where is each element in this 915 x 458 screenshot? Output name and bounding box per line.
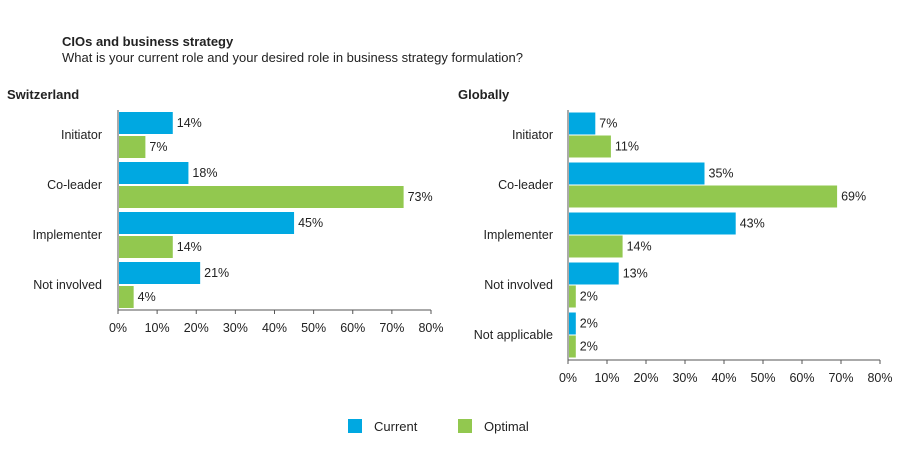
x-tick-label: 30%	[672, 371, 697, 385]
data-label: 2%	[580, 340, 598, 354]
bar-current	[569, 212, 736, 235]
x-tick-label: 20%	[184, 321, 209, 335]
data-label: 4%	[138, 290, 156, 304]
data-label: 45%	[298, 216, 323, 230]
x-tick-label: 10%	[594, 371, 619, 385]
data-label: 14%	[627, 240, 652, 254]
bar-current	[569, 262, 619, 285]
legend-label-optimal: Optimal	[484, 419, 529, 434]
x-tick-label: 70%	[379, 321, 404, 335]
data-label: 35%	[709, 167, 734, 181]
bar-current	[119, 212, 295, 234]
bar-current	[569, 162, 705, 185]
bar-current	[119, 162, 189, 184]
data-label: 2%	[580, 290, 598, 304]
x-tick-label: 80%	[418, 321, 443, 335]
x-tick-label: 70%	[828, 371, 853, 385]
category-label: Initiator	[61, 128, 102, 142]
data-label: 43%	[740, 217, 765, 231]
x-tick-label: 30%	[223, 321, 248, 335]
panel-title: Globally	[458, 87, 510, 102]
bar-current	[119, 112, 173, 134]
data-label: 73%	[408, 190, 433, 204]
category-label: Not involved	[484, 278, 553, 292]
bar-current	[569, 312, 576, 335]
category-label: Implementer	[484, 228, 553, 242]
x-tick-label: 80%	[867, 371, 892, 385]
category-label: Not involved	[33, 278, 102, 292]
x-tick-label: 20%	[633, 371, 658, 385]
chart-subtitle: What is your current role and your desir…	[62, 50, 523, 65]
data-label: 14%	[177, 116, 202, 130]
x-tick-label: 40%	[711, 371, 736, 385]
x-tick-label: 40%	[262, 321, 287, 335]
x-tick-label: 60%	[789, 371, 814, 385]
x-tick-label: 60%	[340, 321, 365, 335]
panel-globally: Globally 0% 10% 20% 30% 40% 50% 60% 70% 80% Initia…	[458, 87, 893, 385]
bar-optimal	[569, 285, 576, 308]
x-tick-label: 50%	[301, 321, 326, 335]
category-label: Not applicable	[474, 328, 553, 342]
bar-optimal	[569, 335, 576, 358]
bar-optimal	[569, 185, 838, 208]
chart-title: CIOs and business strategy	[62, 34, 234, 49]
legend: Current Optimal	[348, 419, 529, 434]
data-label: 2%	[580, 317, 598, 331]
panel-title: Switzerland	[7, 87, 79, 102]
bar-optimal	[119, 136, 146, 158]
bar-optimal	[119, 286, 134, 308]
bar-current	[569, 112, 596, 135]
data-label: 18%	[192, 166, 217, 180]
legend-label-current: Current	[374, 419, 418, 434]
category-label: Implementer	[33, 228, 102, 242]
data-label: 69%	[841, 190, 866, 204]
data-label: 14%	[177, 240, 202, 254]
bar-optimal	[569, 135, 611, 158]
x-tick-label: 10%	[145, 321, 170, 335]
data-label: 13%	[623, 267, 648, 281]
bar-current	[119, 262, 201, 284]
panel-switzerland: Switzerland 0% 10% 20% 30% 40% 50% 60% 70% 80% Ini…	[7, 87, 444, 335]
category-label: Co-leader	[47, 178, 102, 192]
category-label: Initiator	[512, 128, 553, 142]
legend-swatch-optimal	[458, 419, 472, 433]
bar-optimal	[569, 235, 623, 258]
data-label: 7%	[149, 140, 167, 154]
bar-optimal	[119, 186, 404, 208]
bar-optimal	[119, 236, 173, 258]
category-label: Co-leader	[498, 178, 553, 192]
x-tick-label: 50%	[750, 371, 775, 385]
data-label: 7%	[599, 117, 617, 131]
x-tick-label: 0%	[559, 371, 577, 385]
data-label: 11%	[615, 140, 639, 154]
legend-swatch-current	[348, 419, 362, 433]
x-tick-label: 0%	[109, 321, 127, 335]
data-label: 21%	[204, 266, 229, 280]
